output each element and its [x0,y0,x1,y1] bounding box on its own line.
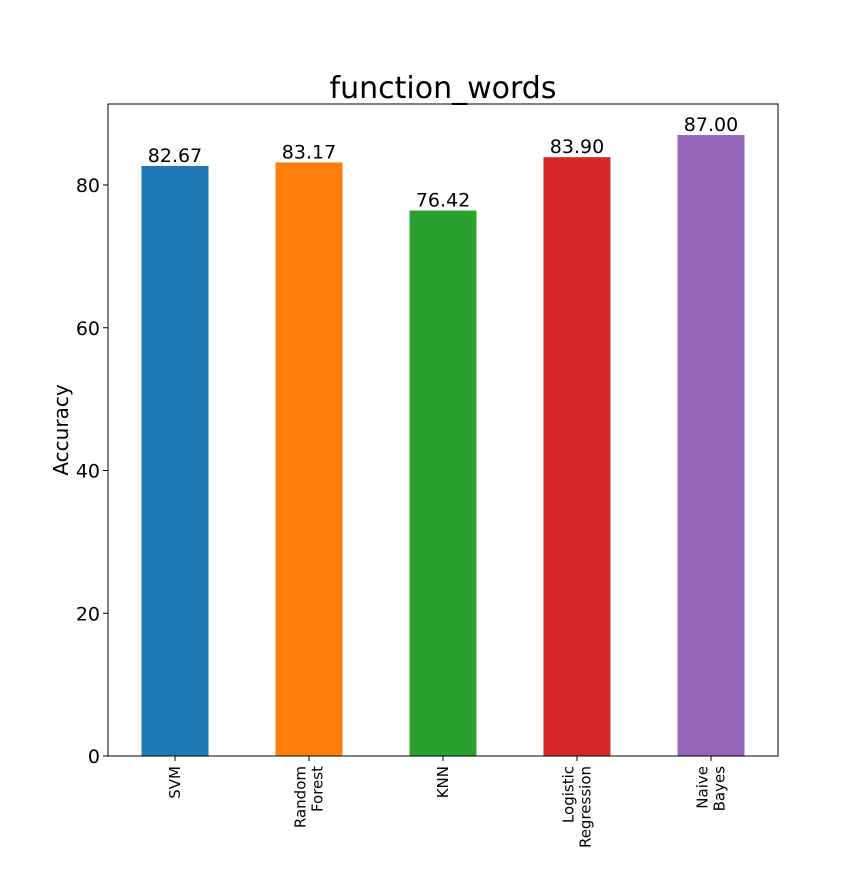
y-tick-label: 0 [88,746,100,768]
plot-frame [107,103,779,757]
y-axis-ticks: 0 20 40 60 80 [76,175,108,768]
bar [677,135,745,757]
y-tick-label: 40 [76,461,100,483]
x-tick-label: Forest [309,766,327,812]
x-tick-label: Naive [694,766,712,809]
x-axis-ticks: SVM Random Forest KNN Logistic Regression Naiv… [166,756,729,848]
y-tick-label: 60 [76,318,100,340]
chart-title: function_words [330,71,557,106]
x-tick-label: Regression [577,766,595,848]
y-tick-label: 20 [76,603,100,625]
bar [141,165,209,756]
bar-value-label: 82.67 [148,145,202,167]
x-tick-label: SVM [166,766,184,799]
x-tick-label: KNN [434,766,452,798]
bars-layer [141,135,745,757]
x-tick-label: Logistic [560,766,578,823]
y-tick-label: 80 [76,175,100,197]
bar-value-label: 83.90 [550,136,604,158]
y-axis-label: Accuracy [49,384,73,475]
value-labels-layer: 82.67 83.17 76.42 83.90 87.00 [148,114,738,212]
bar-value-label: 83.17 [282,141,336,163]
bar [275,162,343,757]
bar-value-label: 87.00 [684,114,738,136]
x-tick-label: Random [292,766,310,828]
bar-value-label: 76.42 [416,190,470,212]
x-tick-label: Bayes [711,766,729,812]
bar [409,210,477,756]
bar [543,157,611,756]
